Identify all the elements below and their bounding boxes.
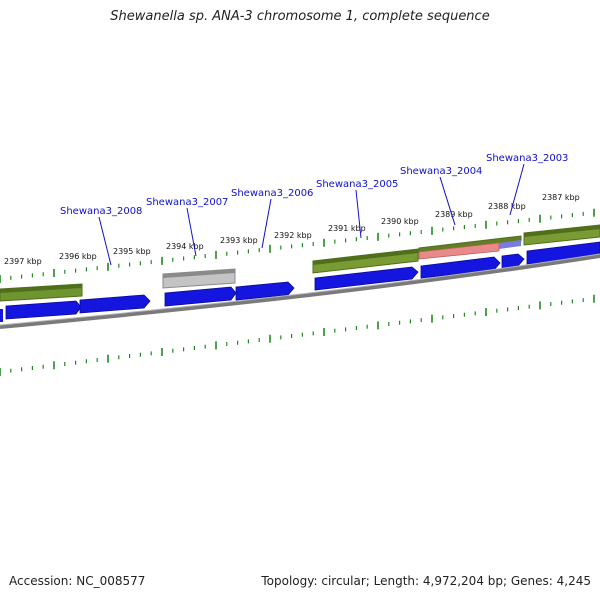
kbp-label: 2392 kbp [274, 231, 312, 240]
kbp-label: 2397 kbp [4, 257, 42, 266]
rna-feature[interactable] [418, 242, 500, 260]
kbp-label: 2387 kbp [542, 193, 580, 202]
gene-feature[interactable] [524, 225, 600, 237]
cds-ring [0, 241, 600, 322]
callout-line [186, 207, 197, 257]
gene-label-shewana3-2004[interactable]: Shewana3_2004 [400, 166, 482, 177]
pseudogene-feature[interactable] [163, 269, 235, 278]
kbp-label: 2391 kbp [328, 224, 366, 233]
cds-arrow[interactable] [164, 286, 237, 307]
genome-backbone [0, 254, 600, 329]
kbp-label: 2393 kbp [220, 236, 258, 245]
gene-label-shewana3-2005[interactable]: Shewana3_2005 [316, 179, 398, 190]
kbp-label: 2388 kbp [488, 202, 526, 211]
inner-tick-ring [0, 294, 595, 376]
gene-label-shewana3-2008[interactable]: Shewana3_2008 [60, 206, 142, 217]
sequence-summary-text: Topology: circular; Length: 4,972,204 bp… [261, 574, 591, 588]
kbp-label: 2394 kbp [166, 242, 204, 251]
cds-arrow[interactable] [501, 253, 525, 269]
callout-line [439, 176, 456, 226]
gene-label-shewana3-2007[interactable]: Shewana3_2007 [146, 197, 228, 208]
cds-arrow[interactable] [79, 294, 151, 314]
outer-tick-ring [0, 208, 595, 283]
cds-arrow[interactable] [235, 281, 295, 301]
callout-line [509, 163, 525, 216]
accession-text: Accession: NC_008577 [9, 574, 146, 588]
kbp-label: 2395 kbp [113, 247, 151, 256]
cds-arrow[interactable] [314, 266, 419, 291]
callout-line [98, 216, 112, 266]
gene-feature[interactable] [0, 284, 82, 293]
gene-feature-ring [0, 224, 600, 302]
gene-callouts: Shewana3_2008 Shewana3_2007 Shewana3_200… [60, 153, 568, 266]
cds-arrow[interactable] [5, 300, 82, 320]
genome-backbone-highlight [0, 253, 600, 326]
callout-line [261, 198, 272, 249]
gene-feature[interactable] [313, 249, 418, 265]
cds-arrow[interactable] [0, 309, 3, 322]
gene-label-shewana3-2006[interactable]: Shewana3_2006 [231, 188, 313, 199]
cds-arrow[interactable] [420, 256, 501, 279]
map-title: Shewanella sp. ANA-3 chromosome 1, compl… [110, 9, 490, 24]
misc-feature[interactable] [499, 240, 521, 249]
callout-line [355, 189, 362, 239]
kbp-scale-labels: 2397 kbp 2396 kbp 2395 kbp 2394 kbp 2393… [4, 193, 580, 266]
kbp-label: 2389 kbp [435, 210, 473, 219]
kbp-label: 2390 kbp [381, 217, 419, 226]
kbp-label: 2396 kbp [59, 252, 97, 261]
cds-arrow[interactable] [526, 241, 600, 265]
gene-label-shewana3-2003[interactable]: Shewana3_2003 [486, 153, 568, 164]
